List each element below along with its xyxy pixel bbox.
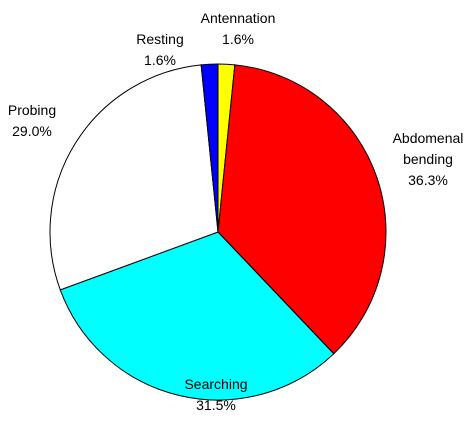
pie-slice [217, 64, 387, 355]
slice-label: Abdomenal bending 36.3% [388, 128, 468, 191]
slice-value: 36.3% [408, 172, 448, 188]
slice-name: Antennation [200, 10, 276, 26]
slice-value: 1.6% [222, 31, 254, 47]
slice-label: Probing 29.0% [0, 100, 72, 142]
slice-name: Searching [184, 376, 248, 392]
slice-name: Probing [7, 102, 57, 118]
pie-slice [200, 63, 219, 233]
slice-name: Abdomenal bending [392, 130, 464, 167]
slice-label: Antennation 1.6% [188, 8, 288, 50]
slice-value: 1.6% [144, 52, 176, 68]
pie-slice [49, 64, 219, 291]
slice-label: Searching 31.5% [166, 374, 266, 416]
slice-label: Resting 1.6% [120, 29, 200, 71]
slice-value: 29.0% [12, 123, 52, 139]
slice-value: 31.5% [196, 397, 236, 413]
pie-slice [59, 231, 335, 401]
slice-name: Resting [136, 31, 184, 47]
